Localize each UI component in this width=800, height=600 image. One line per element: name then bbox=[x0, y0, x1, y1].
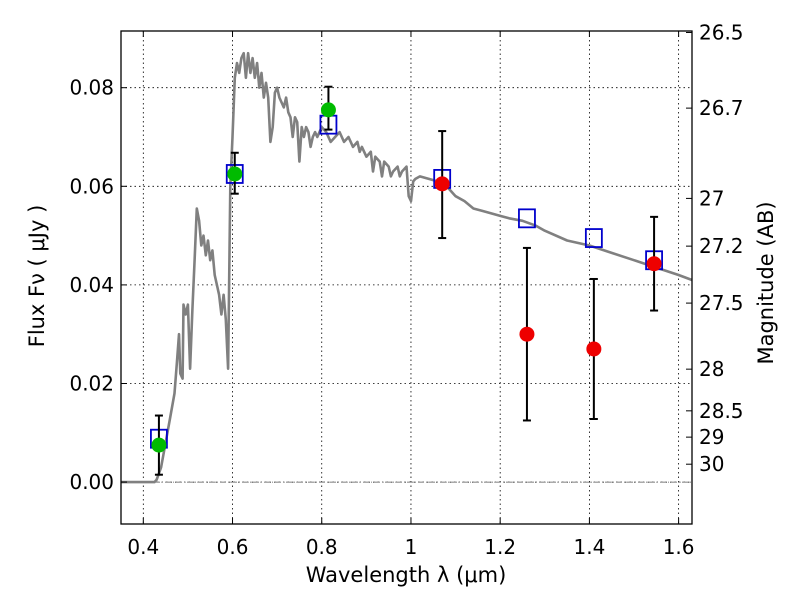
observed-flux-point bbox=[646, 256, 662, 272]
x-tick-label: 0.8 bbox=[306, 535, 338, 559]
x-tick-label: 1.6 bbox=[663, 535, 695, 559]
y-tick-label: 0.04 bbox=[69, 273, 114, 297]
right-axis-label-text: Magnitude (AB) bbox=[754, 201, 778, 364]
right-tick-label: 26.5 bbox=[699, 20, 744, 44]
y-tick-label: 0.02 bbox=[69, 371, 114, 395]
x-tick-label: 0.6 bbox=[217, 535, 249, 559]
model-photometry-square bbox=[584, 228, 603, 248]
right-tick-label: 28.5 bbox=[699, 399, 744, 423]
y-axis-label: Flux Fν ( μJy ) bbox=[25, 205, 49, 348]
y-tick-label: 0.08 bbox=[69, 76, 114, 100]
observed-flux-point bbox=[227, 166, 243, 182]
right-tick-label: 27 bbox=[699, 186, 724, 210]
observed-flux-point bbox=[586, 341, 602, 357]
right-tick-label: 30 bbox=[699, 452, 724, 476]
observed-flux-point bbox=[434, 176, 450, 192]
x-tick-label: 1.4 bbox=[573, 535, 605, 559]
y-axis-label-text: Flux Fν ( μJy ) bbox=[25, 205, 49, 348]
observed-flux-point bbox=[320, 102, 336, 118]
x-axis-label: Wavelength λ (μm) bbox=[306, 563, 507, 587]
axis-ticks: 0.4 0.6 0.8 1 1.2 1.4 1.6 0.00 0.02 0.04 0.06 0.08 2… bbox=[69, 20, 743, 559]
x-tick-label: 1 bbox=[405, 535, 418, 559]
plot-frame bbox=[120, 30, 693, 525]
grid-lines bbox=[121, 31, 692, 524]
model-photometry-square bbox=[518, 208, 536, 229]
y-tick-label: 0.06 bbox=[69, 174, 114, 198]
sed-model-line bbox=[121, 51, 693, 484]
y-tick-label: 0.00 bbox=[69, 470, 114, 494]
observed-flux-point bbox=[519, 326, 535, 342]
right-tick-label: 27.2 bbox=[699, 234, 744, 258]
observed-flux-point bbox=[151, 437, 167, 453]
right-axis-label: Magnitude (AB) bbox=[754, 201, 778, 364]
right-tick-label: 29 bbox=[699, 425, 724, 449]
x-tick-label: 1.2 bbox=[484, 535, 516, 559]
right-tick-label: 26.7 bbox=[699, 96, 744, 120]
x-axis-label-text: Wavelength λ (μm) bbox=[306, 563, 507, 587]
right-tick-label: 28 bbox=[699, 357, 724, 381]
x-tick-label: 0.4 bbox=[127, 535, 159, 559]
right-tick-label: 27.5 bbox=[699, 291, 744, 315]
data-series bbox=[121, 51, 693, 484]
